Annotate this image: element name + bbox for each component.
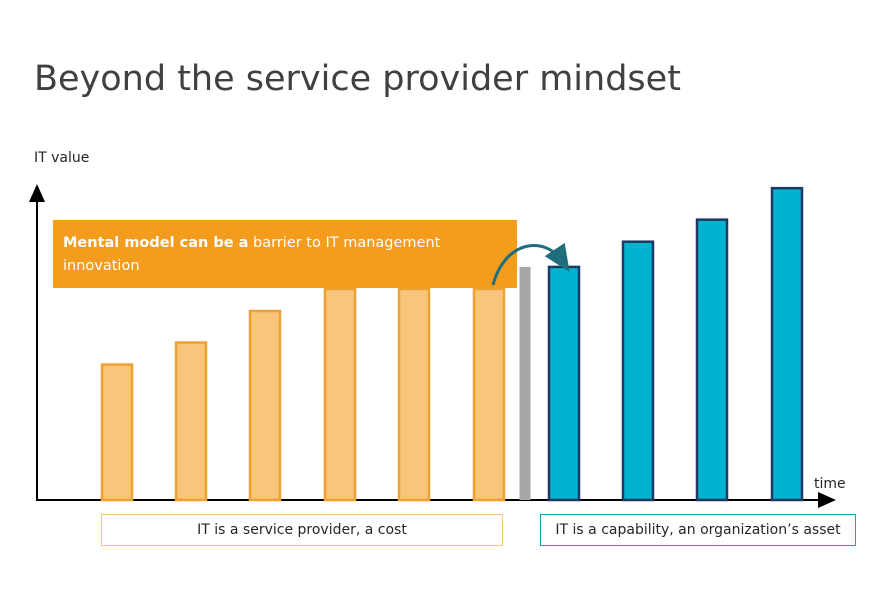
bar [397, 287, 431, 502]
chart-title: Beyond the service provider mindset [34, 59, 681, 99]
bar [248, 309, 282, 502]
annotation-bold: Mental model can be a [63, 235, 249, 251]
x-axis-label: time [814, 476, 846, 492]
phase-label: IT is a capability, an organization’s as… [540, 514, 856, 546]
bar [100, 363, 134, 502]
bar [695, 218, 729, 502]
phase-label: IT is a service provider, a cost [101, 514, 503, 546]
bar [323, 287, 357, 502]
bar [770, 186, 804, 502]
annotation-box: Mental model can be a barrier to IT mana… [53, 220, 517, 288]
bar [519, 266, 531, 500]
y-axis-label: IT value [34, 150, 89, 166]
bar [472, 287, 506, 502]
bar [621, 240, 655, 502]
annotation-text: barrier to IT management innovation [63, 235, 441, 274]
bar [547, 265, 581, 502]
bar [174, 341, 208, 502]
